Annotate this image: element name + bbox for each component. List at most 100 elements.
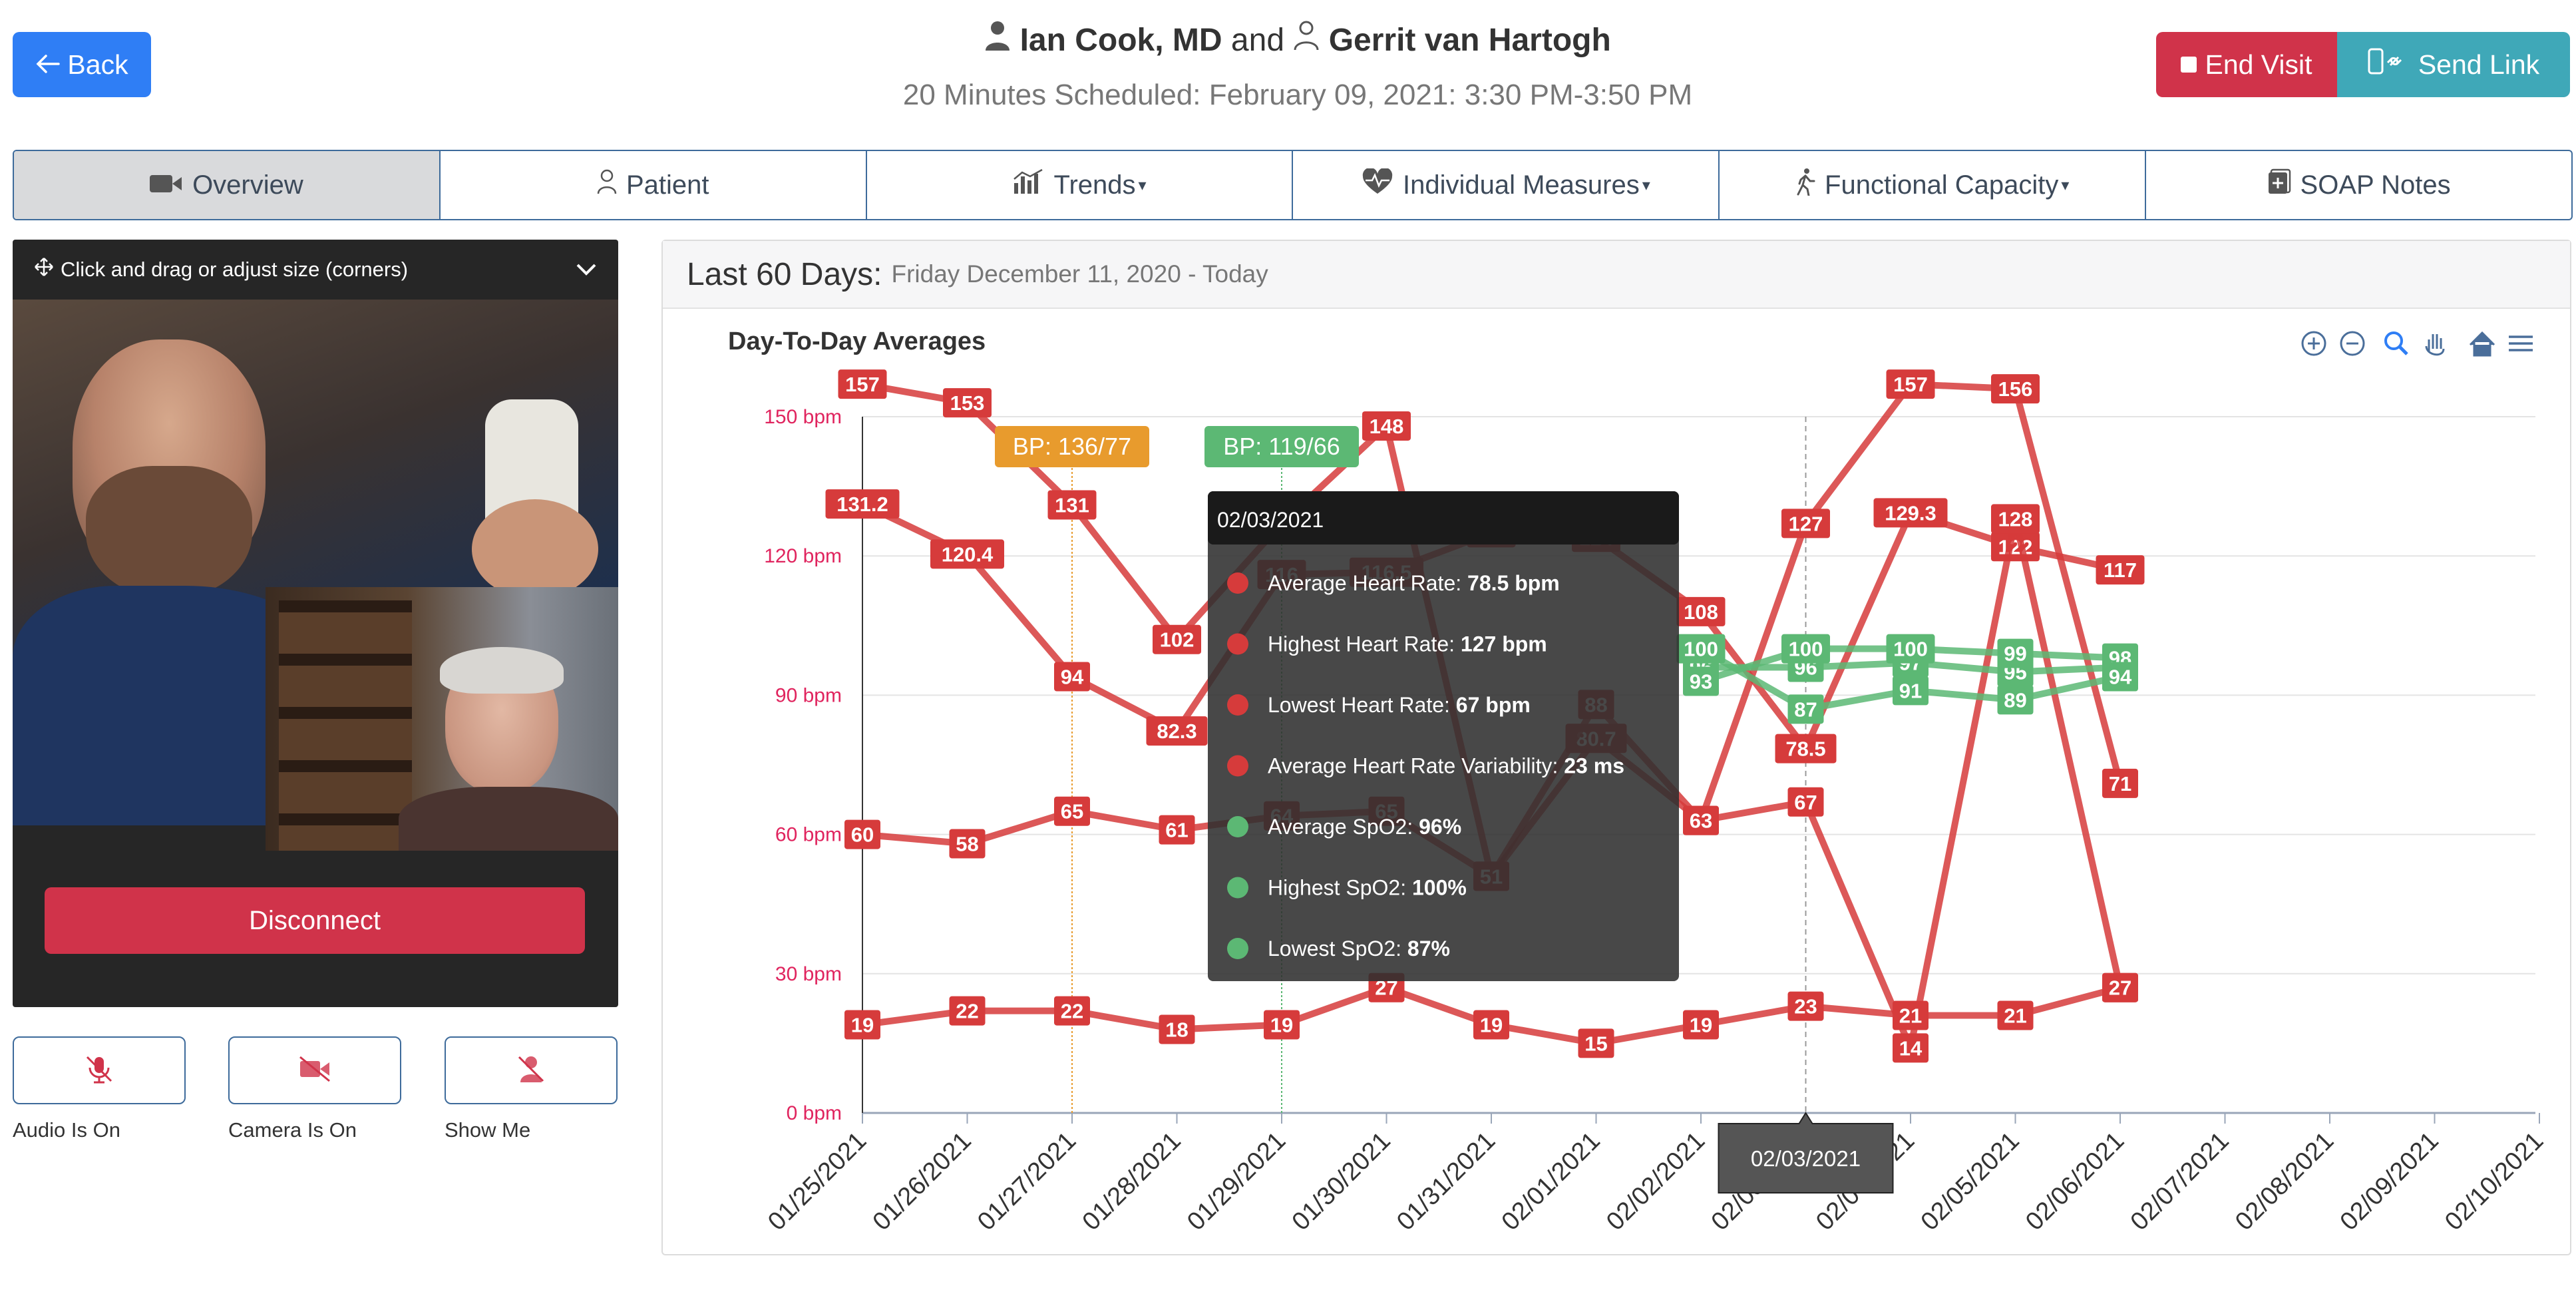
audio-toggle-button[interactable] <box>13 1036 186 1104</box>
disconnect-label: Disconnect <box>249 905 381 935</box>
tab-trends[interactable]: Trends ▾ <box>867 151 1294 219</box>
tab-functional-capacity[interactable]: Functional Capacity ▾ <box>1720 151 2147 219</box>
chart-title: Day-To-Day Averages <box>728 327 986 355</box>
data-label: 18 <box>1165 1018 1188 1041</box>
data-label-box <box>1991 532 2040 562</box>
data-label: 91 <box>1899 679 1922 702</box>
data-label: 23 <box>1794 995 1817 1018</box>
data-label: 60 <box>851 823 874 847</box>
data-label-box <box>1787 787 1824 817</box>
y-tick-label: 0 bpm <box>787 1102 842 1124</box>
tooltip-date: 02/03/2021 <box>1217 508 1324 532</box>
zoom-in-icon[interactable] <box>2301 331 2326 356</box>
data-label: 108 <box>1684 600 1718 624</box>
data-label: 131.2 <box>836 493 888 516</box>
x-tick-label: 01/30/2021 <box>1287 1127 1396 1236</box>
data-label-box <box>1781 509 1830 539</box>
tooltip-header <box>1208 491 1679 544</box>
bp-badge-label: BP: 136/77 <box>1013 433 1131 460</box>
home-icon[interactable] <box>2469 331 2495 357</box>
data-label: 27 <box>2109 976 2131 1000</box>
data-label-box <box>1153 624 1201 654</box>
tab-patient[interactable]: Patient <box>441 151 867 219</box>
patient-name: Gerrit van Hartogh <box>1328 23 1611 58</box>
data-label: 122 <box>1998 535 2033 558</box>
show-me-toggle-button[interactable] <box>445 1036 618 1104</box>
back-button[interactable]: Back <box>13 32 151 97</box>
day-to-day-chart[interactable]: Day-To-Day Averages 0 bpm 30 bpm 60 bpm 90 b… <box>663 308 2567 1251</box>
tooltip-dot <box>1227 633 1248 655</box>
disconnect-button[interactable]: Disconnect <box>45 887 585 954</box>
data-label-box <box>1787 694 1824 724</box>
data-label: 22 <box>1061 1000 1083 1023</box>
data-label: 129.3 <box>1885 501 1936 525</box>
data-label: 67 <box>1794 791 1817 814</box>
tab-label: SOAP Notes <box>2300 170 2451 200</box>
data-label-box <box>1997 685 2034 715</box>
stop-icon <box>2181 57 2197 73</box>
data-label-box <box>1997 638 2034 668</box>
data-label-box <box>1886 369 1935 399</box>
audio-status-label: Audio Is On <box>13 1118 120 1142</box>
self-video <box>266 587 618 851</box>
data-label-box <box>1991 504 2040 534</box>
tooltip-dot <box>1227 755 1248 777</box>
data-label-box <box>2096 555 2145 585</box>
data-label-box <box>2102 662 2138 692</box>
tooltip-label: Lowest Heart Rate: 67 bpm <box>1268 693 1531 717</box>
y-tick-label: 120 bpm <box>764 545 842 567</box>
menu-icon[interactable] <box>2509 335 2533 351</box>
data-label: 157 <box>1893 373 1928 396</box>
data-label: 21 <box>1899 1004 1922 1028</box>
data-label-box <box>1781 634 1830 664</box>
x-tick-label: 02/05/2021 <box>1916 1127 2025 1236</box>
data-label-box <box>1683 805 1719 835</box>
data-label-box <box>844 819 880 849</box>
data-label: 157 <box>845 373 880 396</box>
x-tick-label: 01/25/2021 <box>763 1127 872 1236</box>
magnifier-icon[interactable] <box>2384 331 2408 355</box>
tab-individual-measures[interactable]: Individual Measures ▾ <box>1293 151 1720 219</box>
data-label: 15 <box>1584 1032 1607 1055</box>
panel-header: Last 60 Days: Friday December 11, 2020 -… <box>663 241 2570 309</box>
remote-hand <box>472 499 598 599</box>
data-label-box <box>2102 768 2138 798</box>
tab-overview[interactable]: Overview <box>14 151 441 219</box>
video-panel[interactable]: Click and drag or adjust size (corners) … <box>13 240 618 1007</box>
data-label: 82.3 <box>1157 720 1196 743</box>
data-label-box <box>930 539 1004 569</box>
data-label: 148 <box>1370 415 1404 438</box>
data-label-box <box>1893 676 1929 706</box>
send-link-button[interactable]: Send Link <box>2337 32 2570 97</box>
chevron-down-icon[interactable] <box>576 258 597 282</box>
end-visit-button[interactable]: End Visit <box>2156 32 2337 97</box>
data-label: 117 <box>2104 558 2137 582</box>
caret-down-icon: ▾ <box>1642 176 1650 194</box>
data-label-box <box>1997 1000 2034 1030</box>
tab-soap-notes[interactable]: SOAP Notes <box>2146 151 2571 219</box>
x-tick-label: 02/09/2021 <box>2335 1127 2444 1236</box>
data-label: 19 <box>1690 1014 1712 1037</box>
data-label-box <box>1991 374 2040 404</box>
tab-label: Patient <box>626 170 709 200</box>
video-drag-bar[interactable]: Click and drag or adjust size (corners) <box>13 240 618 300</box>
data-label: 19 <box>1480 1014 1503 1037</box>
person-off-icon <box>515 1053 547 1088</box>
arrow-left-icon <box>35 49 61 81</box>
data-label-box <box>1676 596 1726 626</box>
zoom-out-icon[interactable] <box>2340 331 2365 356</box>
data-label: 94 <box>2109 666 2132 689</box>
camera-toggle-button[interactable] <box>228 1036 401 1104</box>
data-label: 131 <box>1055 493 1089 517</box>
data-label-box <box>1159 1014 1195 1044</box>
data-label-box <box>949 829 986 859</box>
x-tick-label: 02/02/2021 <box>1601 1127 1710 1236</box>
data-label: 99 <box>2004 642 2026 666</box>
pan-hand-icon[interactable] <box>2425 334 2445 356</box>
data-label-box <box>1054 996 1090 1026</box>
phone-link-icon <box>2368 48 2410 81</box>
data-label: 19 <box>1270 1014 1293 1037</box>
video-camera-icon <box>150 170 183 200</box>
tooltip-label: Highest SpO2: 100% <box>1268 876 1467 900</box>
person-icon <box>1293 21 1328 58</box>
